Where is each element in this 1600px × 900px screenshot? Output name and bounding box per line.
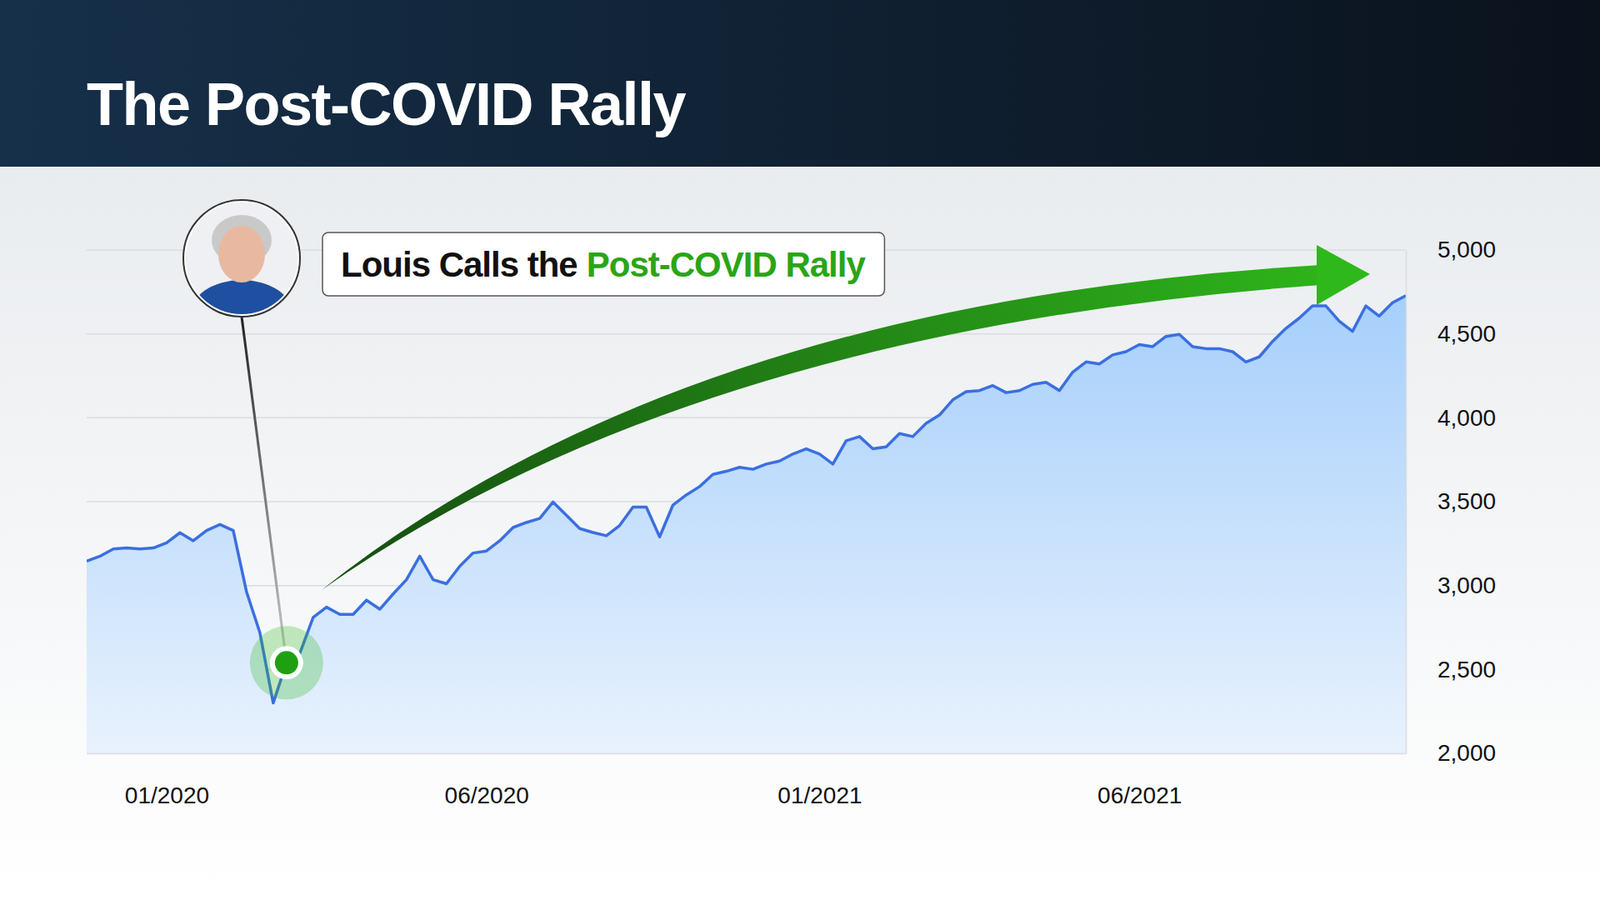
y-tick-label: 3,500	[1437, 488, 1496, 515]
plot-area	[86, 295, 1406, 754]
annotation-text: Louis Calls the	[340, 245, 578, 285]
x-tick: 01/2021	[777, 753, 862, 809]
x-tick: 01/2020	[125, 753, 210, 809]
area	[86, 295, 1406, 754]
grid-line	[86, 333, 1406, 335]
y-tick-label: 5,000	[1437, 236, 1496, 263]
y-tick: 5,000	[1405, 236, 1496, 263]
arrow-head	[1316, 245, 1370, 305]
x-tick-label: 01/2021	[777, 782, 862, 809]
y-tick: 4,500	[1405, 320, 1496, 347]
x-tick-label: 06/2021	[1097, 782, 1182, 809]
y-tick-label: 4,500	[1437, 320, 1496, 347]
axis-line	[1405, 250, 1408, 755]
point-ring	[270, 645, 304, 680]
y-tick: 3,500	[1405, 488, 1496, 515]
avatar-body	[190, 280, 294, 350]
x-tick-label: 01/2020	[125, 782, 210, 809]
point-marker	[275, 650, 299, 675]
y-tick: 3,000	[1405, 572, 1496, 599]
y-tick: 4,000	[1405, 405, 1496, 431]
x-tick-label: 06/2020	[445, 782, 530, 809]
y-tick-label: 2,500	[1437, 656, 1496, 683]
x-tick: 06/2020	[445, 753, 530, 809]
y-tick: 2,000	[1405, 740, 1496, 766]
background	[0, 166, 1600, 900]
point-halo	[250, 625, 324, 700]
y-axis: 2,000 2,500 3,000 3,500 4,000 4,500 5,000	[1405, 236, 1496, 766]
leader-line	[241, 316, 287, 663]
y-tick-label: 3,000	[1437, 572, 1496, 599]
axis-line	[87, 753, 1407, 755]
line	[86, 295, 1406, 704]
y-tick-label: 2,000	[1437, 740, 1496, 766]
header-band	[0, 0, 1600, 167]
chart: The Post-COVID Rally 2,000 2,500 3,000 3,500…	[0, 0, 1600, 900]
avatar-face	[218, 225, 265, 283]
annotation-group: Louis Calls thePost-COVID Rally	[183, 200, 1370, 700]
y-tick: 2,500	[1405, 656, 1496, 683]
annotation-highlight: Post-COVID Rally	[586, 245, 867, 285]
grid	[86, 250, 1406, 754]
arrow-body	[321, 265, 1321, 590]
x-axis: 01/2020 06/2020 01/2021 06/2021	[87, 753, 1407, 809]
title: The Post-COVID Rally	[86, 70, 687, 138]
avatar	[183, 200, 300, 350]
y-tick-label: 4,000	[1437, 405, 1496, 431]
x-tick: 06/2021	[1097, 753, 1182, 809]
annotation-box	[322, 232, 885, 296]
